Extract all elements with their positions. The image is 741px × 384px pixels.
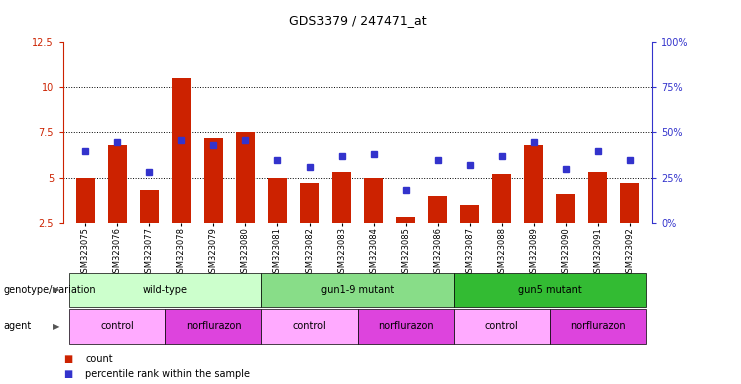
Bar: [460, 205, 479, 268]
Bar: [300, 183, 319, 268]
Text: count: count: [85, 354, 113, 364]
Text: percentile rank within the sample: percentile rank within the sample: [85, 369, 250, 379]
Bar: [70, 309, 165, 344]
Text: ■: ■: [63, 369, 72, 379]
Text: genotype/variation: genotype/variation: [4, 285, 96, 295]
Bar: [140, 190, 159, 268]
Text: ▶: ▶: [53, 322, 59, 331]
Bar: [556, 194, 575, 268]
Bar: [165, 309, 262, 344]
Bar: [107, 145, 127, 268]
Text: gun5 mutant: gun5 mutant: [518, 285, 582, 295]
Bar: [620, 183, 639, 268]
Text: norflurazon: norflurazon: [378, 321, 433, 331]
Bar: [236, 132, 255, 268]
Bar: [588, 172, 608, 268]
Text: control: control: [293, 321, 326, 331]
Bar: [492, 174, 511, 268]
Bar: [76, 178, 95, 268]
Text: norflurazon: norflurazon: [570, 321, 625, 331]
Bar: [550, 309, 645, 344]
Bar: [364, 178, 383, 268]
Bar: [358, 309, 453, 344]
Bar: [262, 273, 453, 307]
Bar: [204, 138, 223, 268]
Bar: [172, 78, 191, 268]
Text: GDS3379 / 247471_at: GDS3379 / 247471_at: [289, 14, 426, 27]
Text: norflurazon: norflurazon: [186, 321, 242, 331]
Bar: [524, 145, 543, 268]
Text: ▶: ▶: [53, 285, 59, 295]
Bar: [70, 273, 262, 307]
Bar: [268, 178, 287, 268]
Bar: [453, 309, 550, 344]
Text: ■: ■: [63, 354, 72, 364]
Text: wild-type: wild-type: [143, 285, 188, 295]
Text: control: control: [101, 321, 134, 331]
Bar: [262, 309, 358, 344]
Text: gun1-9 mutant: gun1-9 mutant: [321, 285, 394, 295]
Bar: [396, 217, 415, 268]
Text: control: control: [485, 321, 519, 331]
Text: agent: agent: [4, 321, 32, 331]
Bar: [332, 172, 351, 268]
Bar: [453, 273, 645, 307]
Bar: [428, 196, 447, 268]
